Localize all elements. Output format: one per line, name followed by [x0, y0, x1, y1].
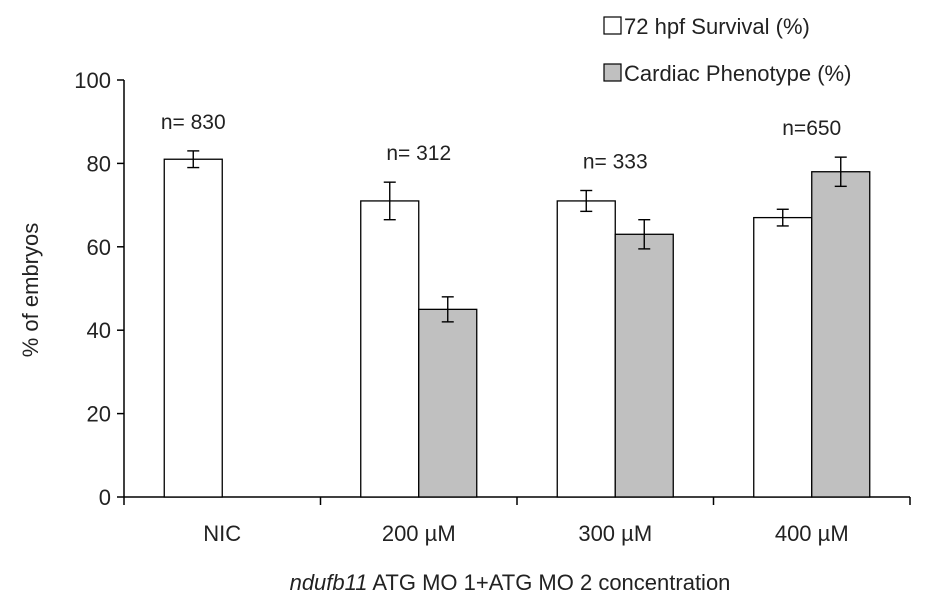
y-tick-label: 100	[74, 68, 111, 93]
bar	[811, 171, 871, 498]
x-axis-title-gene: ndufb11	[290, 570, 368, 595]
y-tick-label: 80	[87, 151, 111, 176]
x-category-label: NIC	[203, 521, 241, 546]
x-category-label: 300 µM	[578, 521, 652, 546]
y-tick-label: 0	[99, 485, 111, 510]
bar	[360, 200, 420, 498]
bar	[163, 158, 223, 498]
y-axis-title: % of embryos	[18, 223, 43, 358]
sample-size-label: n=650	[782, 117, 841, 140]
sample-size-label: n= 830	[161, 111, 226, 134]
labels: 0 20 40 60 80 100 NIC n= 830 200 µM n= 312 300 µM n…	[74, 68, 848, 546]
bar	[614, 233, 674, 498]
legend-label-cardiac: Cardiac Phenotype (%)	[624, 61, 851, 86]
x-axis-title-rest: ATG MO 1+ATG MO 2 concentration	[367, 570, 730, 595]
x-category-label: 200 µM	[382, 521, 456, 546]
y-tick-label: 40	[87, 318, 111, 343]
legend: 72 hpf Survival (%) Cardiac Phenotype (%…	[603, 14, 851, 86]
bar	[753, 216, 813, 498]
bar	[418, 308, 478, 498]
x-category-label: 400 µM	[775, 521, 849, 546]
legend-swatch-survival	[603, 16, 622, 35]
bars	[163, 150, 871, 498]
legend-label-survival: 72 hpf Survival (%)	[624, 14, 810, 39]
y-tick-label: 20	[87, 402, 111, 427]
sample-size-label: n= 333	[583, 151, 648, 174]
legend-swatch-cardiac	[603, 63, 622, 82]
sample-size-label: n= 312	[386, 142, 451, 165]
y-tick-label: 60	[87, 235, 111, 260]
bar	[556, 200, 616, 498]
x-axis-title: ndufb11 ATG MO 1+ATG MO 2 concentration	[290, 570, 731, 595]
